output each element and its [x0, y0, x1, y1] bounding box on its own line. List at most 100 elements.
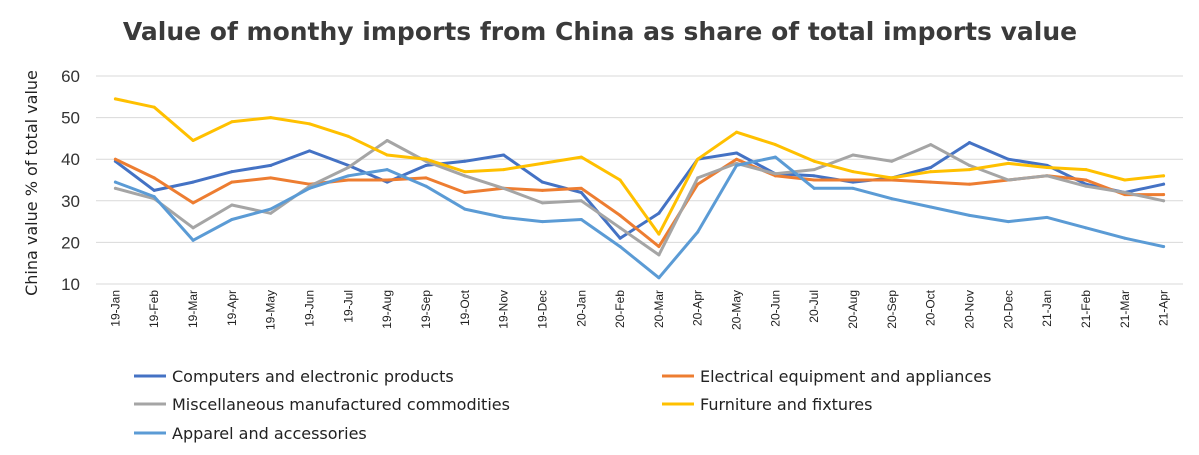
data-point	[540, 220, 544, 224]
data-point	[230, 180, 234, 184]
data-point	[424, 157, 428, 161]
data-point	[1006, 161, 1010, 165]
data-point	[579, 199, 583, 203]
data-point	[812, 168, 816, 172]
data-point	[890, 197, 894, 201]
data-point	[269, 116, 273, 120]
series-lines	[113, 97, 1166, 280]
data-point	[463, 207, 467, 211]
data-point	[696, 182, 700, 186]
legend-item: Apparel and accessories	[134, 424, 367, 443]
x-tick-label: 20-Jul	[807, 290, 821, 323]
data-point	[502, 186, 506, 190]
data-point	[851, 170, 855, 174]
y-axis-label: China value % of total value	[22, 70, 41, 296]
x-tick-label: 19-Jun	[303, 290, 317, 327]
data-point	[618, 245, 622, 249]
x-tick-label: 21-Apr	[1157, 290, 1171, 326]
x-tick-label: 19-Apr	[225, 290, 239, 326]
chart-title: Value of monthy imports from China as sh…	[123, 17, 1077, 46]
x-tick-label: 20-Sep	[885, 290, 899, 329]
data-point	[1006, 178, 1010, 182]
x-tick-label: 19-Dec	[535, 290, 549, 329]
legend-label: Electrical equipment and appliances	[700, 367, 991, 386]
data-point	[152, 105, 156, 109]
data-point	[773, 155, 777, 159]
data-point	[540, 161, 544, 165]
data-point	[385, 153, 389, 157]
x-tick-label: 20-Jun	[768, 290, 782, 327]
y-tick-label: 10	[61, 275, 80, 294]
data-point	[929, 170, 933, 174]
data-point	[1045, 174, 1049, 178]
data-point	[230, 170, 234, 174]
data-point	[463, 190, 467, 194]
data-point	[657, 232, 661, 236]
data-point	[657, 253, 661, 257]
data-point	[152, 176, 156, 180]
data-point	[657, 211, 661, 215]
data-point	[385, 178, 389, 182]
data-point	[191, 138, 195, 142]
legend-label: Miscellaneous manufactured commodities	[172, 395, 510, 414]
data-point	[967, 141, 971, 145]
x-tick-label: 19-Feb	[147, 290, 161, 328]
data-point	[735, 151, 739, 155]
data-point	[657, 245, 661, 249]
data-point	[463, 174, 467, 178]
x-tick-label: 19-Jul	[341, 290, 355, 323]
data-point	[230, 120, 234, 124]
data-point	[1162, 245, 1166, 249]
data-point	[540, 180, 544, 184]
data-point	[540, 188, 544, 192]
data-point	[967, 213, 971, 217]
data-point	[230, 218, 234, 222]
data-point	[152, 188, 156, 192]
x-tick-label: 20-Aug	[846, 290, 860, 329]
data-point	[346, 134, 350, 138]
x-tick-label: 21-Mar	[1118, 290, 1132, 328]
data-point	[230, 203, 234, 207]
data-point	[191, 226, 195, 230]
data-point	[1006, 157, 1010, 161]
data-point	[113, 186, 117, 190]
data-point	[735, 163, 739, 167]
x-tick-label: 20-Nov	[962, 290, 976, 329]
legend-label: Computers and electronic products	[172, 367, 454, 386]
data-point	[618, 236, 622, 240]
data-point	[929, 143, 933, 147]
data-point	[890, 159, 894, 163]
series-1	[113, 157, 1166, 249]
data-point	[1084, 168, 1088, 172]
data-point	[308, 186, 312, 190]
x-axis-ticks: 19-Jan 19-Feb 19-Mar 19-Apr 19-May 19-Jun 19-J…	[108, 289, 1170, 330]
data-point	[191, 238, 195, 242]
data-point	[812, 159, 816, 163]
data-point	[579, 186, 583, 190]
data-point	[1045, 166, 1049, 170]
data-point	[463, 159, 467, 163]
data-point	[269, 176, 273, 180]
legend: Computers and electronic products Electri…	[134, 367, 991, 443]
data-point	[1006, 220, 1010, 224]
x-tick-label: 20-May	[730, 290, 744, 330]
series-3	[113, 97, 1166, 236]
x-tick-label: 19-Mar	[186, 290, 200, 328]
series-line	[113, 97, 1166, 236]
data-point	[1162, 199, 1166, 203]
data-point	[113, 97, 117, 101]
x-tick-label: 20-Jan	[574, 290, 588, 327]
x-tick-label: 20-Dec	[1001, 290, 1015, 329]
data-point	[1123, 190, 1127, 194]
data-point	[113, 157, 117, 161]
legend-item: Furniture and fixtures	[662, 395, 872, 414]
data-point	[773, 143, 777, 147]
data-point	[424, 176, 428, 180]
data-point	[812, 186, 816, 190]
x-tick-label: 20-Feb	[613, 290, 627, 328]
data-point	[1162, 174, 1166, 178]
data-point	[1162, 182, 1166, 186]
y-tick-label: 30	[61, 192, 80, 211]
data-point	[424, 163, 428, 167]
x-tick-label: 19-Jan	[108, 290, 122, 327]
